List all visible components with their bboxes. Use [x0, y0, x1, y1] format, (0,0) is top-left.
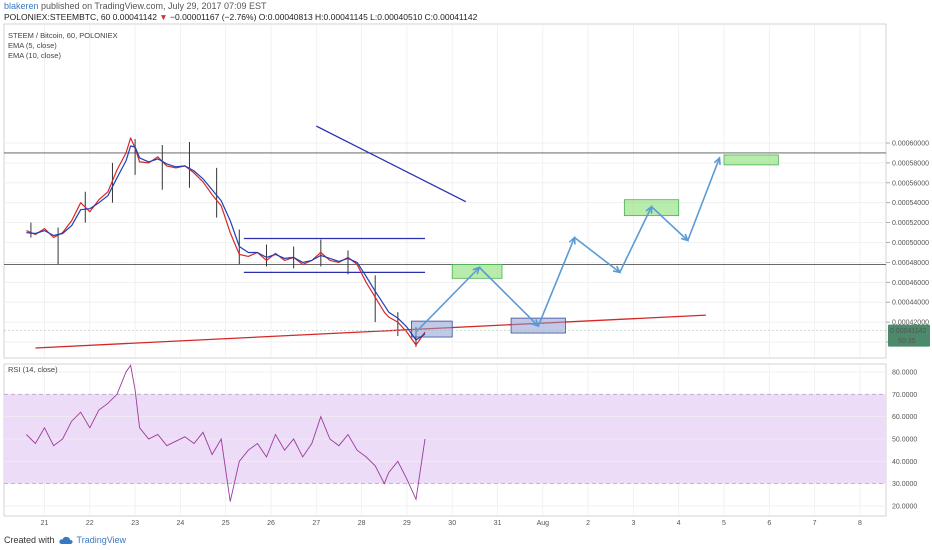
x-tick-label: Aug	[537, 520, 550, 527]
x-tick-label: 7	[813, 520, 817, 527]
rsi-y-tick-label: 50.0000	[892, 436, 917, 443]
x-tick-label: 4	[677, 520, 681, 527]
x-tick-label: 5	[722, 520, 726, 527]
projection-segment	[687, 157, 721, 241]
x-tick-label: 6	[767, 520, 771, 527]
projection-segment	[574, 236, 621, 273]
rsi-series-line	[26, 364, 426, 502]
author-link[interactable]: blakeren	[4, 1, 39, 11]
ema-series-line	[26, 137, 426, 346]
x-tick-label: 31	[494, 520, 502, 527]
projection-segment	[478, 266, 539, 327]
ohlc-header: POLONIEX:STEEMBTC, 60 0.00041142 ▼ −0.00…	[4, 12, 477, 22]
x-tick-label: 27	[312, 520, 320, 527]
rsi-y-tick-label: 20.0000	[892, 503, 917, 510]
published-text: published on TradingView.com, July 29, 2…	[38, 1, 267, 11]
tradingview-brand[interactable]: TradingView	[76, 535, 127, 545]
price-badge-value: 0.00041142	[890, 328, 927, 335]
ohlc-values: O:0.00040813 H:0.00041145 L:0.00040510 C…	[258, 12, 478, 22]
rsi-y-tick-label: 30.0000	[892, 481, 917, 488]
publish-info: blakeren published on TradingView.com, J…	[4, 1, 267, 11]
ema-series-line	[26, 145, 426, 341]
target-zone-box	[723, 154, 779, 166]
projection-segment	[537, 237, 576, 327]
x-tick-label: 2	[586, 520, 590, 527]
tradingview-cloud-icon	[58, 536, 73, 544]
x-tick-label: 22	[86, 520, 94, 527]
x-tick-label: 25	[222, 520, 230, 527]
projection-segment	[650, 206, 689, 242]
y-tick-label: 0.00048000	[892, 260, 929, 267]
y-tick-label: 0.00042000	[892, 320, 929, 327]
ema10-legend: EMA (10, close)	[8, 51, 61, 60]
rsi-y-tick-label: 80.0000	[892, 370, 917, 377]
change-marker: ▼	[159, 12, 168, 22]
x-tick-label: 28	[358, 520, 366, 527]
series-title-legend: STEEM / Bitcoin, 60, POLONIEX	[8, 31, 118, 40]
ascending-trend-line	[35, 314, 706, 349]
y-tick-label: 0.00060000	[892, 141, 929, 148]
symbol-line: POLONIEX:STEEMBTC, 60 0.00041142	[4, 12, 157, 22]
main-pane-frame	[3, 23, 887, 359]
created-with-label: Created with	[4, 535, 55, 545]
rsi-legend: RSI (14, close)	[8, 365, 58, 374]
x-tick-label: 30	[448, 520, 456, 527]
x-tick-label: 24	[177, 520, 185, 527]
rsi-y-tick-label: 40.0000	[892, 459, 917, 466]
x-tick-label: 26	[267, 520, 275, 527]
support-zone-box	[411, 320, 453, 338]
target-zone-box	[451, 263, 503, 279]
price-badge	[888, 324, 930, 347]
projection-segment	[415, 266, 480, 333]
x-tick-label: 21	[41, 520, 49, 527]
descending-trend-line	[316, 125, 467, 203]
y-tick-label: 0.00050000	[892, 240, 929, 247]
y-tick-label: 0.00052000	[892, 220, 929, 227]
price-badge-countdown: 50:35	[898, 338, 916, 345]
x-tick-label: 8	[858, 520, 862, 527]
y-tick-label: 0.00044000	[892, 300, 929, 307]
projection-arrowhead	[713, 156, 721, 165]
projection-segment	[619, 206, 653, 273]
ema5-legend: EMA (5, close)	[8, 41, 57, 50]
rsi-y-tick-label: 70.0000	[892, 392, 917, 399]
x-tick-label: 29	[403, 520, 411, 527]
rsi-y-tick-label: 60.0000	[892, 414, 917, 421]
change-text: −0.00001167 (−2.76%)	[170, 12, 257, 22]
y-tick-label: 0.00058000	[892, 160, 929, 167]
y-tick-label: 0.00054000	[892, 200, 929, 207]
y-tick-label: 0.00046000	[892, 280, 929, 287]
x-tick-label: 23	[131, 520, 139, 527]
x-tick-label: 3	[631, 520, 635, 527]
y-tick-label: 0.00056000	[892, 180, 929, 187]
footer: Created with TradingView	[4, 535, 126, 545]
